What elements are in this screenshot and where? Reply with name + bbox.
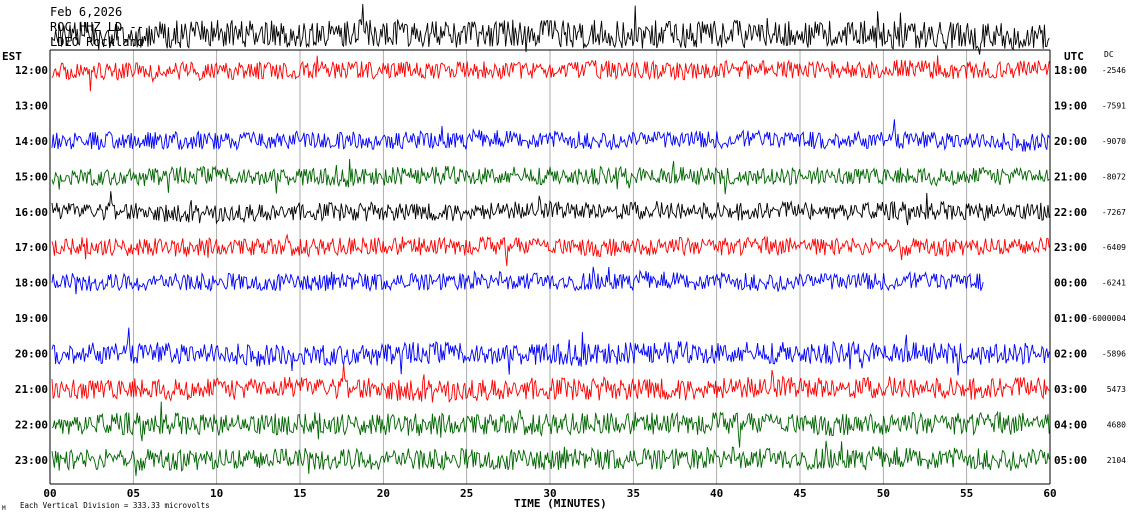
- est-label: 23:00: [15, 454, 48, 467]
- dc-offset-label: 5473: [1107, 385, 1126, 394]
- est-label: 17:00: [15, 241, 48, 254]
- dc-offset-label: -2546: [1102, 66, 1126, 75]
- dc-offset-label: -6000004: [1087, 314, 1126, 323]
- trace-row: [51, 158, 1050, 195]
- utc-label: 20:00: [1054, 135, 1087, 148]
- x-tick-label: 50: [877, 487, 890, 500]
- dc-offset-label: -8072: [1102, 172, 1126, 181]
- x-tick-label: 10: [210, 487, 223, 500]
- utc-label: 18:00: [1054, 64, 1087, 77]
- est-label: 14:00: [15, 135, 48, 148]
- utc-label: 23:00: [1054, 241, 1087, 254]
- right-axis-title: UTC: [1064, 50, 1084, 63]
- trace-row: [51, 401, 1050, 448]
- dc-offset-label: 2104: [1107, 456, 1126, 465]
- x-tick-label: 20: [377, 487, 390, 500]
- seismic-traces: [51, 3, 1050, 476]
- trace-row: [51, 55, 1050, 92]
- header-network: LDEO Rockland: [50, 35, 144, 49]
- dc-offset-label: -6409: [1102, 243, 1126, 252]
- utc-label: 03:00: [1054, 383, 1087, 396]
- utc-label: 01:00: [1054, 312, 1087, 325]
- dc-offset-label: -7591: [1102, 101, 1126, 110]
- utc-label: 19:00: [1054, 99, 1087, 112]
- axis-labels: 00 05 10 15 20 25 30 35 40 45 50 55 60 12:00 18:00 -254…: [15, 64, 1126, 500]
- x-tick-label: 35: [627, 487, 640, 500]
- footer-mark: M: [2, 505, 6, 512]
- est-label: 21:00: [15, 383, 48, 396]
- dc-offset-label: -6241: [1102, 279, 1126, 288]
- x-tick-label: 25: [460, 487, 473, 500]
- header-date: Feb 6,2026: [50, 5, 122, 19]
- utc-label: 21:00: [1054, 170, 1087, 183]
- trace-row: [51, 266, 984, 295]
- dc-offset-label: -7267: [1102, 208, 1126, 217]
- plot-frame: [49, 49, 1051, 485]
- dc-offset-label: -5896: [1102, 350, 1126, 359]
- utc-label: 02:00: [1054, 348, 1087, 361]
- left-axis-title: EST: [2, 50, 22, 63]
- utc-label: 00:00: [1054, 277, 1087, 290]
- x-tick-label: 55: [960, 487, 973, 500]
- x-tick-label: 30: [543, 487, 556, 500]
- est-label: 13:00: [15, 99, 48, 112]
- trace-row: [51, 119, 1050, 152]
- est-label: 22:00: [15, 418, 48, 431]
- est-label: 20:00: [15, 348, 48, 361]
- trace-row: [51, 327, 1050, 376]
- est-label: 15:00: [15, 170, 48, 183]
- header-station: ROC HHZ LD --: [50, 20, 144, 34]
- scale-note: Each Vertical Division = 333.33 microvol…: [20, 501, 210, 510]
- x-tick-label: 05: [127, 487, 140, 500]
- utc-label: 04:00: [1054, 418, 1087, 431]
- dc-title: DC: [1104, 50, 1114, 59]
- trace-row: [51, 440, 1050, 476]
- x-tick-label: 00: [43, 487, 56, 500]
- trace-row: [51, 191, 1050, 226]
- est-label: 18:00: [15, 277, 48, 290]
- dc-offset-label: -9070: [1102, 137, 1126, 146]
- x-tick-label: 15: [293, 487, 306, 500]
- utc-label: 22:00: [1054, 206, 1087, 219]
- est-label: 12:00: [15, 64, 48, 77]
- trace-row: [51, 363, 1050, 403]
- dc-offset-label: 4680: [1107, 420, 1126, 429]
- utc-label: 05:00: [1054, 454, 1087, 467]
- est-label: 19:00: [15, 312, 48, 325]
- est-label: 16:00: [15, 206, 48, 219]
- x-tick-label: 45: [793, 487, 806, 500]
- plot-grid: [132, 50, 968, 484]
- trace-row: [51, 233, 1050, 267]
- trace-row: [51, 3, 1050, 55]
- x-axis-title: TIME (MINUTES): [514, 497, 607, 510]
- x-tick-label: 60: [1043, 487, 1056, 500]
- x-tick-label: 40: [710, 487, 723, 500]
